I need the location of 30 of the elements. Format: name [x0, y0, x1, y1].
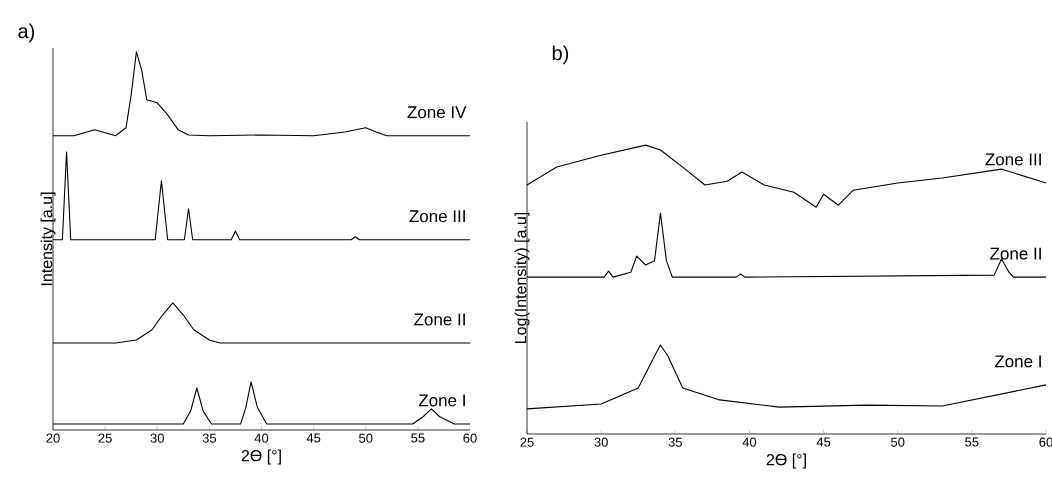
x-tick-label: 45	[306, 433, 321, 443]
x-tick-label: 30	[150, 433, 164, 443]
x-tick-label: 35	[202, 433, 217, 443]
x-tick-label: 50	[359, 433, 373, 443]
y-axis-title: Intensity [a.u]	[40, 192, 56, 286]
x-tick-label: 60	[463, 433, 477, 443]
x-tick-label: 50	[891, 437, 905, 447]
series-label: Zone II	[990, 247, 1041, 260]
x-tick-label: 20	[46, 433, 60, 443]
chart-title: b)	[552, 45, 569, 65]
series-label: Zone II	[414, 313, 465, 326]
series-label: Zone IV	[407, 106, 467, 119]
x-tick-label: 55	[965, 437, 979, 447]
chart-title: a)	[18, 23, 35, 43]
x-tick-label: 40	[742, 437, 757, 447]
x-tick-label: 60	[1039, 437, 1052, 447]
series-label: Zone III	[409, 210, 465, 223]
series-label: Zone III	[985, 153, 1041, 166]
x-tick-label: 25	[520, 437, 534, 447]
series-label: Zone I	[418, 394, 465, 407]
x-tick-label: 45	[816, 437, 831, 447]
x-tick-label: 55	[411, 433, 425, 443]
x-tick-label: 30	[594, 437, 608, 447]
y-axis-title: Log(Intensity) [a.u]	[514, 212, 530, 343]
x-tick-label: 25	[98, 433, 112, 443]
series-label: Zone I	[994, 355, 1041, 368]
x-tick-label: 40	[254, 433, 269, 443]
x-tick-label: 35	[668, 437, 682, 447]
x-axis-title: 2ϴ [°]	[241, 449, 281, 465]
x-axis-title: 2ϴ [°]	[766, 453, 806, 469]
